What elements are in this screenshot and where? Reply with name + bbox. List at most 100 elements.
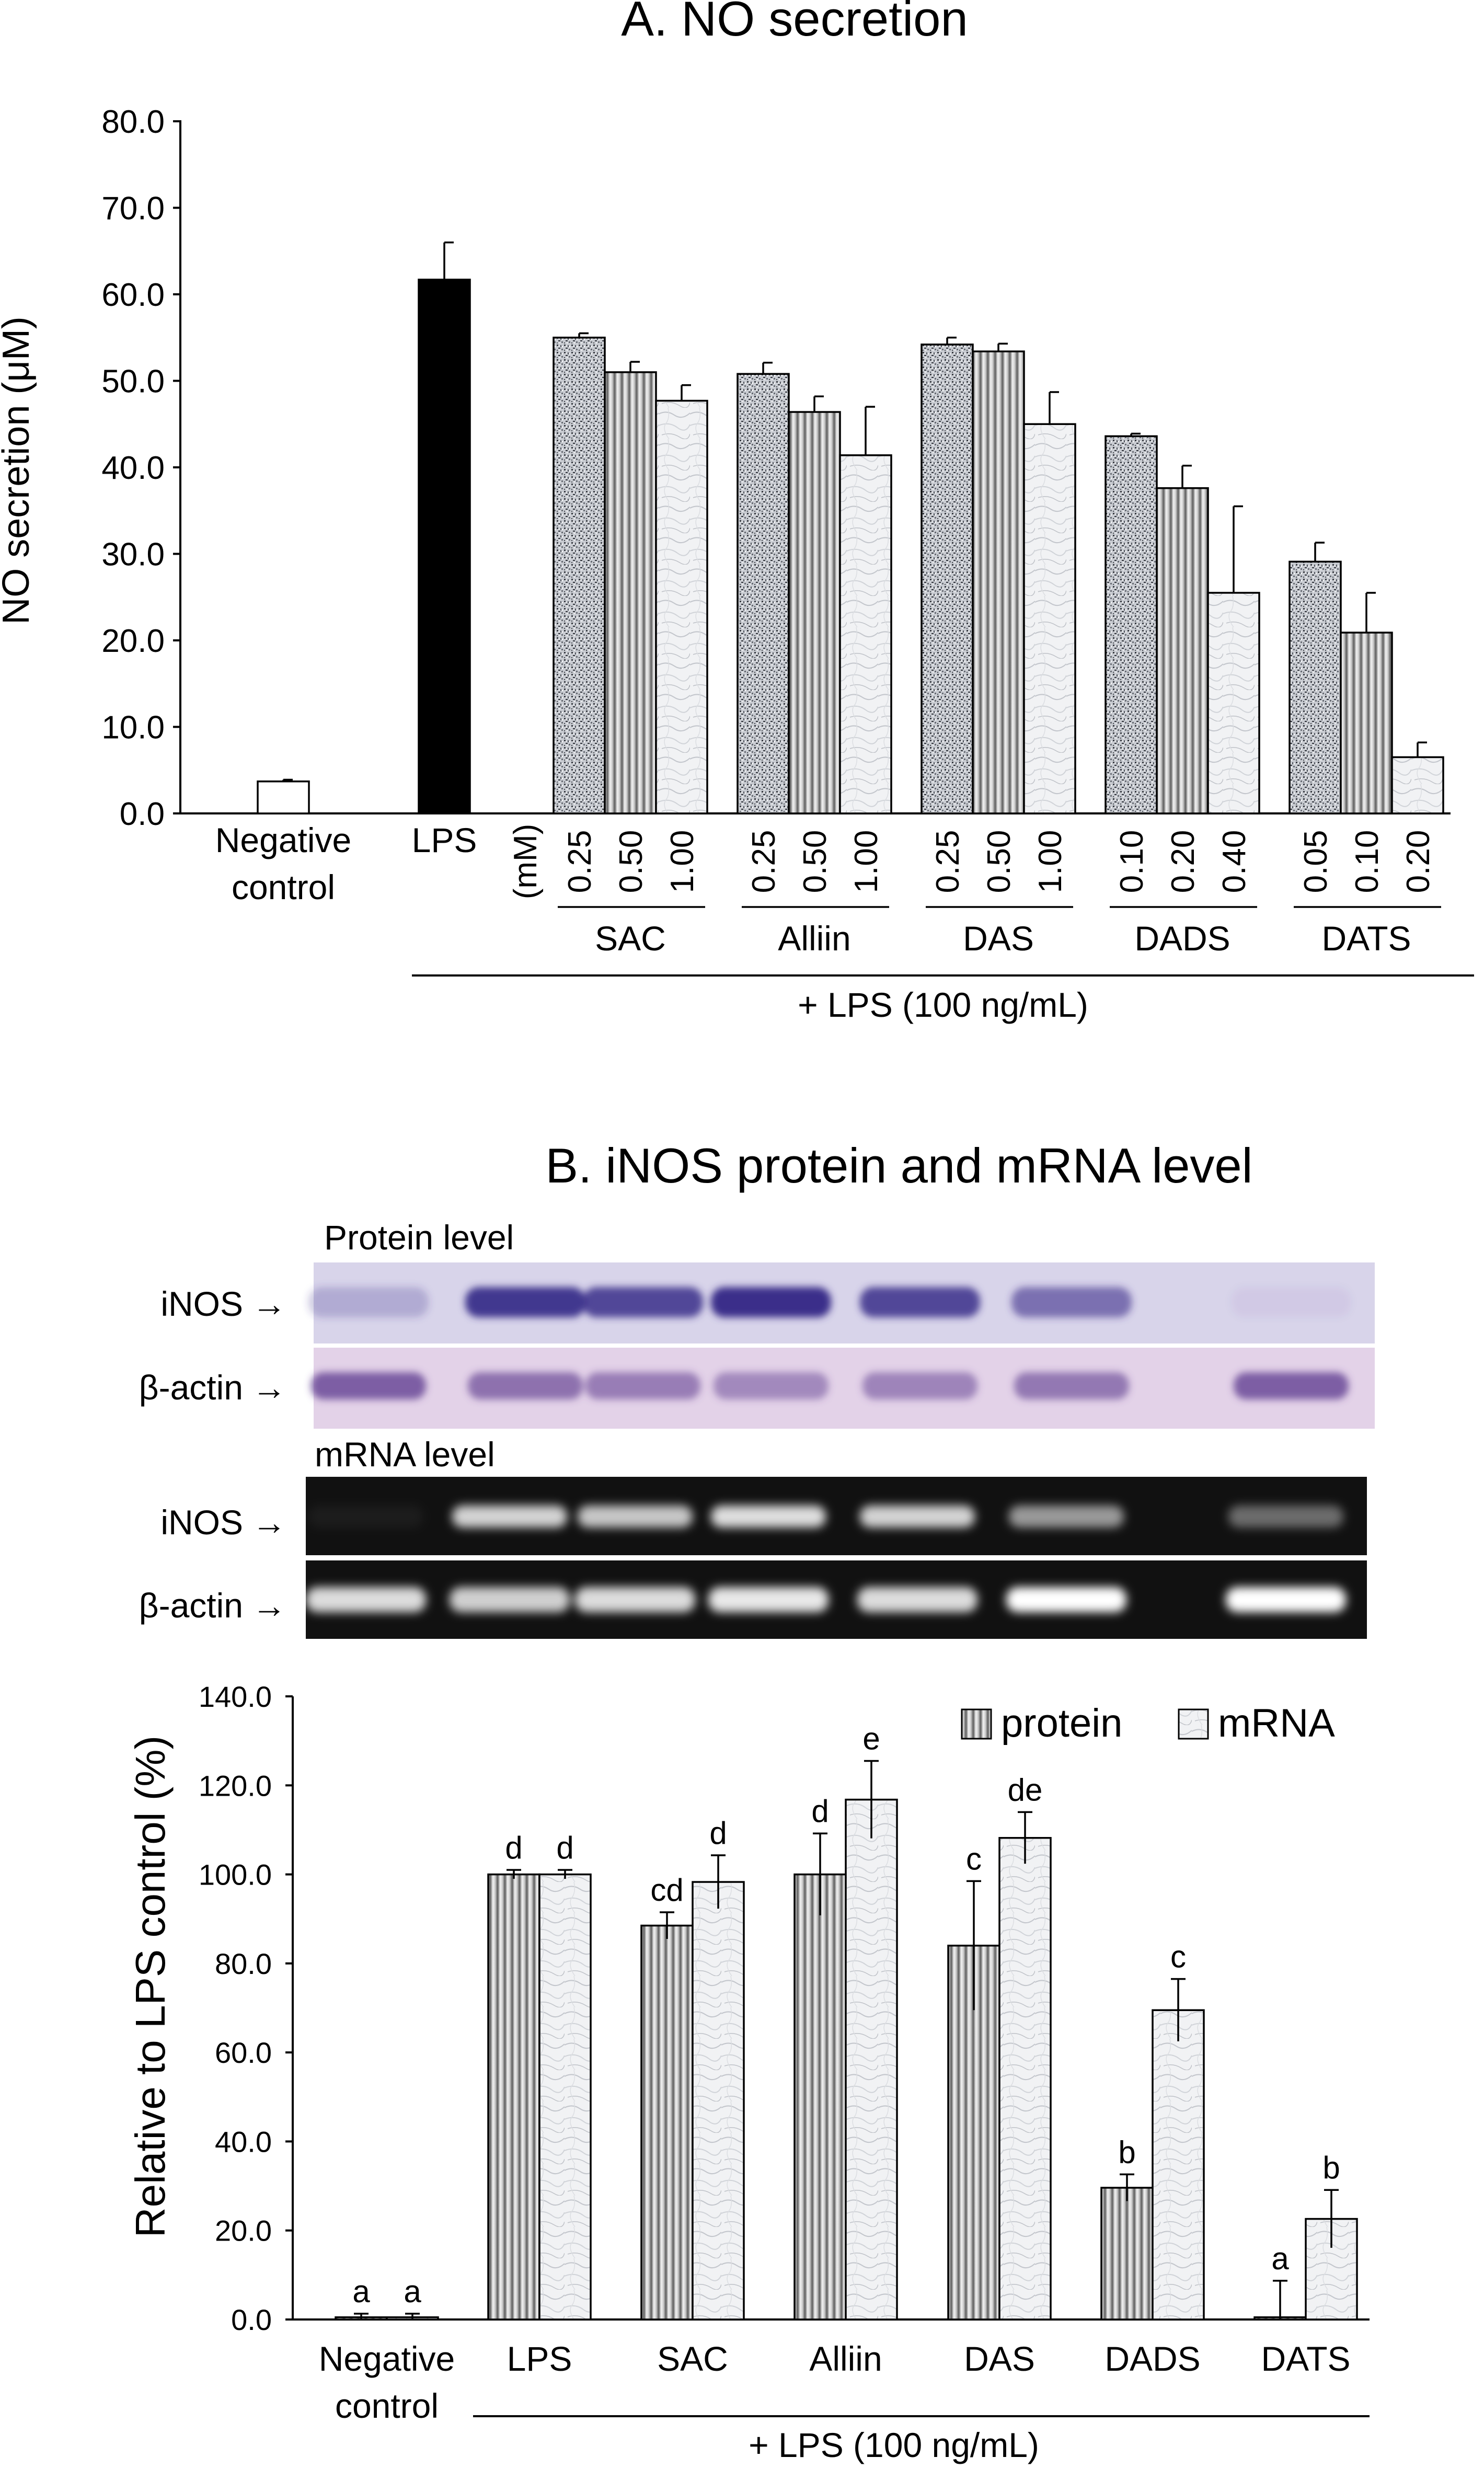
panel-b-header: B. iNOS protein and mRNA level Protein l… [315, 1138, 1253, 1474]
bar-lps [418, 279, 471, 814]
arrow-icon: → [252, 1284, 286, 1323]
western-blot-beta-actin [311, 1348, 1375, 1429]
panel-a-y-axis: 0.0 10.0 20.0 30.0 40.0 50.0 60.0 70.0 80.0 [101, 104, 1451, 832]
y-tick-label: 100.0 [199, 1858, 272, 1891]
dose-label: 0.50 [981, 830, 1017, 893]
panel-b-y-axis: 0.0 20.0 40.0 60.0 80.0 100.0 120.0 140.0 [199, 1680, 1370, 2336]
bar-mrna-lps [538, 1873, 592, 2321]
significance-letter: de [1008, 1772, 1043, 1807]
blot-band [468, 1372, 583, 1399]
dose-label: 0.20 [1400, 830, 1436, 893]
category-label: LPS [507, 2339, 572, 2378]
category-label: DADS [1105, 2339, 1200, 2378]
group-label: DADS [1134, 919, 1230, 958]
bar-das-0.50 [972, 350, 1025, 814]
y-tick-label: 20.0 [101, 623, 165, 659]
dose-label: 0.50 [613, 830, 649, 893]
bar-sac-0.25 [553, 337, 606, 814]
bar-mrna-alliin [845, 1798, 898, 2321]
y-tick-label: 80.0 [101, 104, 165, 140]
gel-inos-mrna [306, 1477, 1367, 1555]
significance-letter: d [556, 1830, 573, 1865]
blot-band [1014, 1372, 1129, 1399]
category-label: control [335, 2386, 439, 2425]
bar-mrna-dads [1152, 2009, 1205, 2321]
bar-dats-0.10 [1340, 631, 1393, 814]
legend-label: protein [1001, 1701, 1122, 1745]
y-tick-label: 0.0 [120, 796, 165, 832]
dose-label: 1.00 [848, 830, 884, 893]
bar-mrna-das [998, 1837, 1052, 2321]
gel-band [1009, 1506, 1124, 1528]
bar-protein-sac [640, 1924, 694, 2321]
gel-beta-actin-mrna [306, 1560, 1367, 1639]
gel-band [1226, 1587, 1346, 1612]
blot-band [714, 1372, 829, 1399]
blot-band [583, 1287, 703, 1317]
bar-dads-0.20 [1156, 487, 1209, 814]
category-label: SAC [657, 2339, 728, 2378]
bar-protein-dads [1100, 2187, 1154, 2321]
legend-swatch [961, 1708, 992, 1740]
y-tick-label: 70.0 [101, 191, 165, 227]
category-label: control [232, 868, 335, 906]
blot-row-label: β-actin [139, 1368, 243, 1407]
panel-a-category-labels: Negative control LPS 0.25 0.50 1.00 SAC 0.25 0.5… [215, 821, 1441, 958]
y-tick-label: 30.0 [101, 537, 165, 573]
bar-dats-0.20 [1391, 756, 1444, 814]
blot-row-labels: iNOS →β-actin →iNOS →β-actin → [139, 1284, 286, 1625]
dose-label: 0.20 [1165, 830, 1201, 893]
legend-label: mRNA [1218, 1701, 1335, 1745]
panel-b-lps-treatment-label: + LPS (100 ng/mL) [749, 2426, 1039, 2464]
y-tick-label: 40.0 [215, 2125, 272, 2158]
blot-band [311, 1372, 426, 1399]
dose-label: 1.00 [664, 830, 700, 893]
gel-band [452, 1506, 567, 1528]
blot-band [1231, 1287, 1351, 1317]
panel-a-lps-treatment-label: + LPS (100 ng/mL) [798, 985, 1088, 1024]
gel-band [860, 1506, 975, 1528]
group-label: DATS [1321, 919, 1411, 958]
panel-b-y-axis-label: Relative to LPS control (%) [127, 1736, 174, 2237]
gel-band [575, 1587, 695, 1612]
dose-label: 0.25 [746, 830, 782, 893]
y-tick-label: 10.0 [101, 710, 165, 746]
bar-protein-lps [487, 1873, 540, 2321]
y-tick-label: 50.0 [101, 364, 165, 400]
arrow-icon: → [252, 1503, 286, 1542]
significance-letter: b [1118, 2134, 1135, 2169]
blot-band [862, 1372, 977, 1399]
blot-images: iNOS →β-actin →iNOS →β-actin → [139, 1262, 1375, 1639]
blot-band [465, 1287, 585, 1317]
mrna-level-label: mRNA level [315, 1435, 495, 1474]
y-tick-label: 60.0 [215, 2036, 272, 2069]
y-tick-label: 120.0 [199, 1769, 272, 1802]
dose-label: 0.10 [1114, 830, 1150, 893]
bar-das-1.00 [1023, 423, 1076, 814]
significance-letter: a [1271, 2241, 1289, 2276]
bar-protein-alliin [793, 1873, 847, 2321]
significance-letter: cd [650, 1873, 683, 1908]
dose-label: 0.40 [1216, 830, 1252, 893]
blot-row-label: iNOS [160, 1503, 243, 1542]
gel-band [1228, 1506, 1343, 1528]
legend-swatch [1178, 1708, 1209, 1740]
group-label: DAS [963, 919, 1034, 958]
gel-band [578, 1506, 693, 1528]
bar-alliin-1.00 [839, 454, 892, 814]
gel-band [308, 1506, 423, 1528]
significance-letter: e [862, 1721, 880, 1756]
significance-letter: c [966, 1841, 982, 1876]
arrow-icon: → [252, 1368, 286, 1407]
panel-a: A. NO secretion NO secretion (μM) 0.0 10.… [0, 0, 1474, 1024]
significance-letter: d [505, 1830, 522, 1865]
significance-letter: a [404, 2274, 421, 2309]
blot-row-label: β-actin [139, 1586, 243, 1625]
category-label: Negative [319, 2339, 455, 2378]
category-label: Negative [215, 821, 352, 859]
significance-letter: b [1322, 2150, 1340, 2185]
y-tick-label: 140.0 [199, 1680, 272, 1713]
y-tick-label: 80.0 [215, 1947, 272, 1980]
gel-band [1006, 1587, 1126, 1612]
